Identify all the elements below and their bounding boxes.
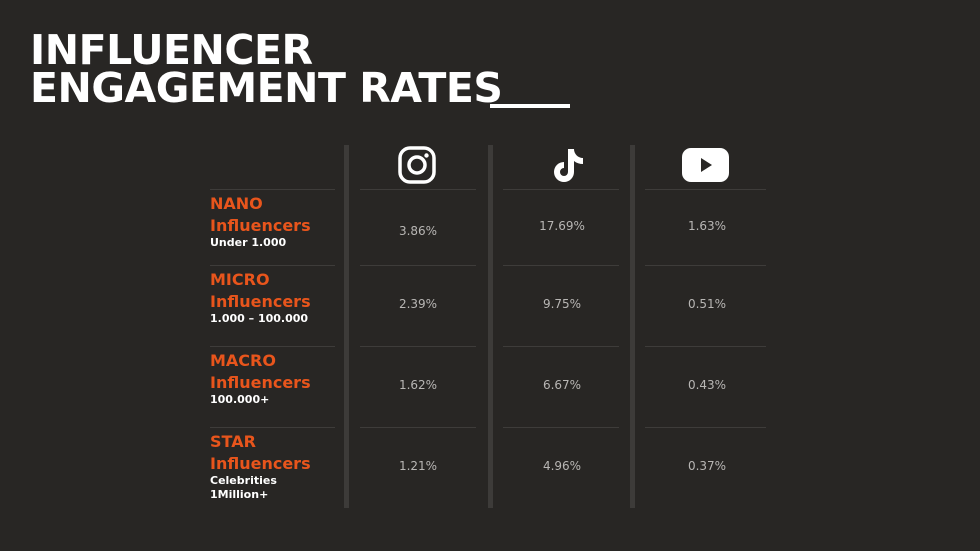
tier-name: NANO — [210, 194, 263, 213]
column-divider — [630, 145, 635, 508]
tier-note: Celebrities — [210, 474, 277, 487]
row-divider — [360, 265, 476, 266]
rate-cell: 1.63% — [687, 219, 727, 233]
tier-label: Influencers — [210, 292, 311, 311]
tier-label: Influencers — [210, 373, 311, 392]
column-divider — [344, 145, 349, 508]
row-divider — [645, 427, 766, 428]
row-divider — [360, 346, 476, 347]
title-line: ENGAGEMENT RATES — [30, 64, 503, 112]
rate-cell: 0.37% — [687, 459, 727, 473]
rate-cell: 9.75% — [542, 297, 582, 311]
instagram-icon — [398, 146, 436, 184]
row-divider — [503, 346, 619, 347]
column-divider — [488, 145, 493, 508]
row-divider — [360, 427, 476, 428]
tiktok-icon — [554, 149, 583, 182]
row-divider — [210, 189, 335, 190]
row-divider — [503, 189, 619, 190]
row-divider — [645, 346, 766, 347]
row-divider — [645, 189, 766, 190]
tier-label: Influencers — [210, 216, 311, 235]
rate-cell: 1.62% — [398, 378, 438, 392]
tier-note: 1Million+ — [210, 488, 269, 501]
rate-cell: 3.86% — [398, 224, 438, 238]
row-divider — [503, 427, 619, 428]
tier-note: 1.000 – 100.000 — [210, 312, 309, 325]
rate-cell: 2.39% — [398, 297, 438, 311]
rate-cell: 0.51% — [687, 297, 727, 311]
row-divider — [210, 346, 335, 347]
rate-cell: 0.43% — [687, 378, 727, 392]
tier-name: STAR — [210, 432, 256, 451]
rate-cell: 4.96% — [542, 459, 582, 473]
rate-cell: 17.69% — [539, 219, 585, 233]
row-divider — [360, 189, 476, 190]
tier-name: MICRO — [210, 270, 270, 289]
title-underline — [490, 104, 570, 108]
row-divider — [210, 427, 335, 428]
row-divider — [503, 265, 619, 266]
tier-note: Under 1.000 — [210, 236, 287, 249]
rate-cell: 1.21% — [398, 459, 438, 473]
tier-note: 100.000+ — [210, 393, 270, 406]
title-line: INFLUENCER — [30, 26, 313, 74]
tier-label: Influencers — [210, 454, 311, 473]
tier-name: MACRO — [210, 351, 276, 370]
row-divider — [210, 265, 335, 266]
row-divider — [645, 265, 766, 266]
youtube-icon — [682, 148, 729, 182]
rate-cell: 6.67% — [542, 378, 582, 392]
